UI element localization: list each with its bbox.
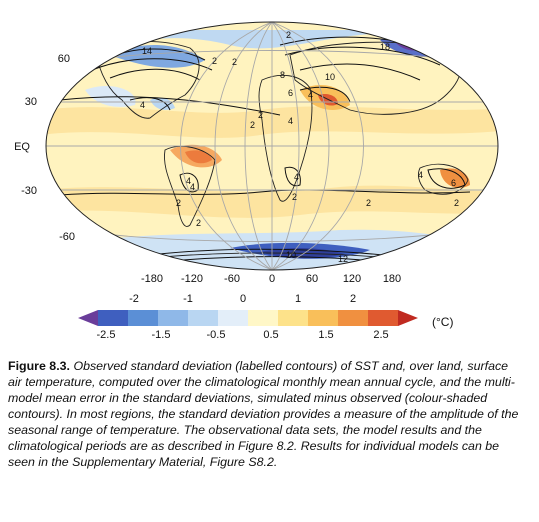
colorbar-lower-tick: 0.5 <box>263 329 278 341</box>
contour-label: 2 <box>176 198 181 208</box>
colorbar-cell <box>98 310 129 326</box>
figure-caption-text: Observed standard deviation (labelled co… <box>8 359 519 469</box>
colorbar-lower-tick: -1.5 <box>152 329 171 341</box>
colorbar-cell <box>158 310 189 326</box>
contour-label: 2 <box>292 192 297 202</box>
contour-label: 2 <box>286 30 291 40</box>
figure-label: Figure 8.3. <box>8 359 70 373</box>
contour-label: 4 <box>190 182 195 192</box>
globe-outline <box>45 21 499 271</box>
colorbar-unit: (°C) <box>432 315 453 329</box>
contour-label: 12 <box>338 254 348 264</box>
colorbar-cell <box>368 310 399 326</box>
contour-label: 8 <box>280 70 285 80</box>
contour-label: 10 <box>325 72 335 82</box>
colorbar: -2 -1 0 1 2 -2.5 -1.5 -0.5 0.5 1.5 2.5 (… <box>78 293 453 341</box>
contour-label: 4 <box>140 100 145 110</box>
colorbar-upper-tick: 0 <box>240 293 246 305</box>
lat-label-eq: EQ <box>14 141 30 153</box>
colorbar-upper-tick: 2 <box>350 293 356 305</box>
colorbar-right-tip <box>398 310 418 326</box>
colorbar-cell <box>248 310 279 326</box>
colorbar-upper-tick: 1 <box>295 293 301 305</box>
lon-label-minus120: -120 <box>181 273 203 285</box>
lon-label-120: 120 <box>343 273 361 285</box>
contour-label: 2 <box>454 198 459 208</box>
contour-label: 2 <box>212 56 217 66</box>
colorbar-cell <box>218 310 249 326</box>
lon-label-minus60: -60 <box>224 273 240 285</box>
contour-labels: 14 2 2 18 10 8 6 4 4 2 4 2 4 4 6 2 4 2 2… <box>140 30 459 264</box>
lon-label-0: 0 <box>269 273 275 285</box>
contour-label: 2 <box>366 198 371 208</box>
colorbar-upper-tick: -2 <box>129 293 139 305</box>
colorbar-cell <box>188 310 219 326</box>
colorbar-cell <box>308 310 339 326</box>
contour-label: 14 <box>142 46 152 56</box>
lon-label-60: 60 <box>306 273 318 285</box>
contour-label: 6 <box>451 178 456 188</box>
contour-label: 4 <box>186 176 191 186</box>
colorbar-cell <box>278 310 309 326</box>
contour-label: 4 <box>288 116 293 126</box>
contour-label: 2 <box>258 110 263 120</box>
lon-label-minus180: -180 <box>141 273 163 285</box>
lat-label-30: 30 <box>25 96 37 108</box>
colorbar-cell <box>128 310 159 326</box>
colorbar-lower-tick: 2.5 <box>373 329 388 341</box>
colorbar-cell <box>338 310 369 326</box>
contour-label: 2 <box>232 57 237 67</box>
colorbar-left-tip <box>78 310 98 326</box>
contour-label: 4 <box>418 170 423 180</box>
figure-caption: Figure 8.3. Observed standard deviation … <box>8 358 522 470</box>
contour-label: 6 <box>288 88 293 98</box>
colorbar-cells <box>98 310 399 326</box>
contour-label: 10 <box>286 250 296 260</box>
lat-label-minus60: -60 <box>59 231 75 243</box>
lon-label-180: 180 <box>383 273 401 285</box>
lat-label-60: 60 <box>58 53 70 65</box>
lat-label-minus30: -30 <box>21 185 37 197</box>
contour-label: 2 <box>196 218 201 228</box>
colorbar-lower-tick: -2.5 <box>97 329 116 341</box>
contour-label: 2 <box>250 120 255 130</box>
contour-label: 18 <box>380 42 390 52</box>
graticule <box>46 22 498 270</box>
colorbar-lower-tick: 1.5 <box>318 329 333 341</box>
colorbar-upper-tick: -1 <box>183 293 193 305</box>
map-figure: 60 30 EQ -30 -60 -180 -120 -60 0 60 120 … <box>14 21 499 341</box>
contour-label: 4 <box>308 90 313 100</box>
colorbar-lower-tick: -0.5 <box>207 329 226 341</box>
contour-label: 4 <box>294 172 299 182</box>
